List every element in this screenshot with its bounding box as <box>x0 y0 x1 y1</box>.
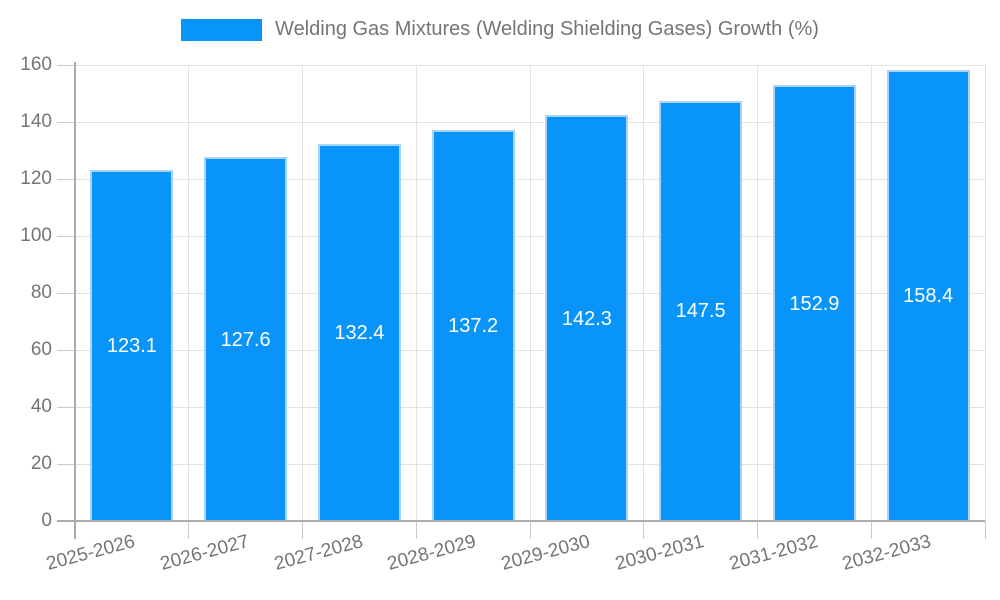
x-axis-label: 2025-2026 <box>44 531 138 575</box>
y-tick <box>57 463 75 465</box>
x-axis-label: 2032-2033 <box>840 531 934 575</box>
bar-value-label: 123.1 <box>106 335 157 358</box>
bar[interactable]: 147.5 <box>659 100 743 521</box>
x-tick <box>870 521 872 539</box>
y-axis-label: 40 <box>30 396 52 417</box>
y-tick <box>57 292 75 294</box>
x-axis-label: 2029-2030 <box>499 531 593 575</box>
bar-value-label: 152.9 <box>789 292 840 315</box>
x-tick <box>302 521 303 539</box>
plot-area: 123.1 127.6 132.4 137.2 142.3 147.5 152.9 158.4 <box>75 64 986 521</box>
legend-swatch[interactable] <box>181 18 263 41</box>
y-axis-label: 140 <box>20 111 52 132</box>
x-tick <box>757 521 758 539</box>
v-gridline <box>415 65 417 521</box>
x-axis-label: 2027-2028 <box>271 531 365 575</box>
bar-value-label: 142.3 <box>561 307 612 330</box>
x-axis-label: 2030-2031 <box>612 531 707 575</box>
bar-value-label: 137.2 <box>448 314 499 337</box>
y-axis-line <box>74 62 76 539</box>
y-axis-label: 100 <box>20 225 52 246</box>
v-gridline <box>757 65 758 521</box>
x-axis-label: 2031-2032 <box>726 531 820 575</box>
x-tick <box>529 521 531 539</box>
x-axis-line <box>57 520 985 522</box>
v-gridline <box>643 65 645 521</box>
bar[interactable]: 158.4 <box>886 69 970 521</box>
x-tick <box>984 521 986 539</box>
x-tick <box>188 521 190 539</box>
y-axis-label: 60 <box>30 339 52 360</box>
y-tick <box>57 178 75 180</box>
y-axis-label: 0 <box>41 510 52 531</box>
bar[interactable]: 127.6 <box>204 157 288 521</box>
y-tick <box>57 406 75 408</box>
v-gridline <box>984 65 986 521</box>
y-axis-label: 20 <box>30 453 52 474</box>
bar[interactable]: 142.3 <box>545 115 629 521</box>
bar-value-label: 132.4 <box>334 321 385 344</box>
x-tick <box>643 521 645 539</box>
v-gridline <box>529 65 531 521</box>
bar-value-label: 158.4 <box>903 284 954 307</box>
x-tick <box>415 521 417 539</box>
bar-value-label: 147.5 <box>675 300 726 323</box>
y-axis-label: 160 <box>20 54 52 75</box>
v-gridline <box>188 65 190 521</box>
bar[interactable]: 152.9 <box>772 85 856 521</box>
y-tick <box>57 121 75 123</box>
legend-label: Welding Gas Mixtures (Welding Shielding … <box>275 18 819 40</box>
v-gridline <box>870 65 872 521</box>
x-axis-label: 2026-2027 <box>157 531 252 575</box>
y-tick <box>57 64 75 66</box>
y-tick <box>57 235 75 237</box>
legend[interactable]: Welding Gas Mixtures (Welding Shielding … <box>0 18 1000 41</box>
y-axis-label: 120 <box>20 168 52 189</box>
y-tick <box>57 349 75 351</box>
bar[interactable]: 137.2 <box>431 129 515 521</box>
bar[interactable]: 132.4 <box>317 143 401 521</box>
y-axis-label: 80 <box>30 282 52 303</box>
x-axis-label: 2028-2029 <box>385 531 479 575</box>
bar-value-label: 127.6 <box>220 328 271 351</box>
bar[interactable]: 123.1 <box>90 170 174 521</box>
v-gridline <box>302 65 303 521</box>
